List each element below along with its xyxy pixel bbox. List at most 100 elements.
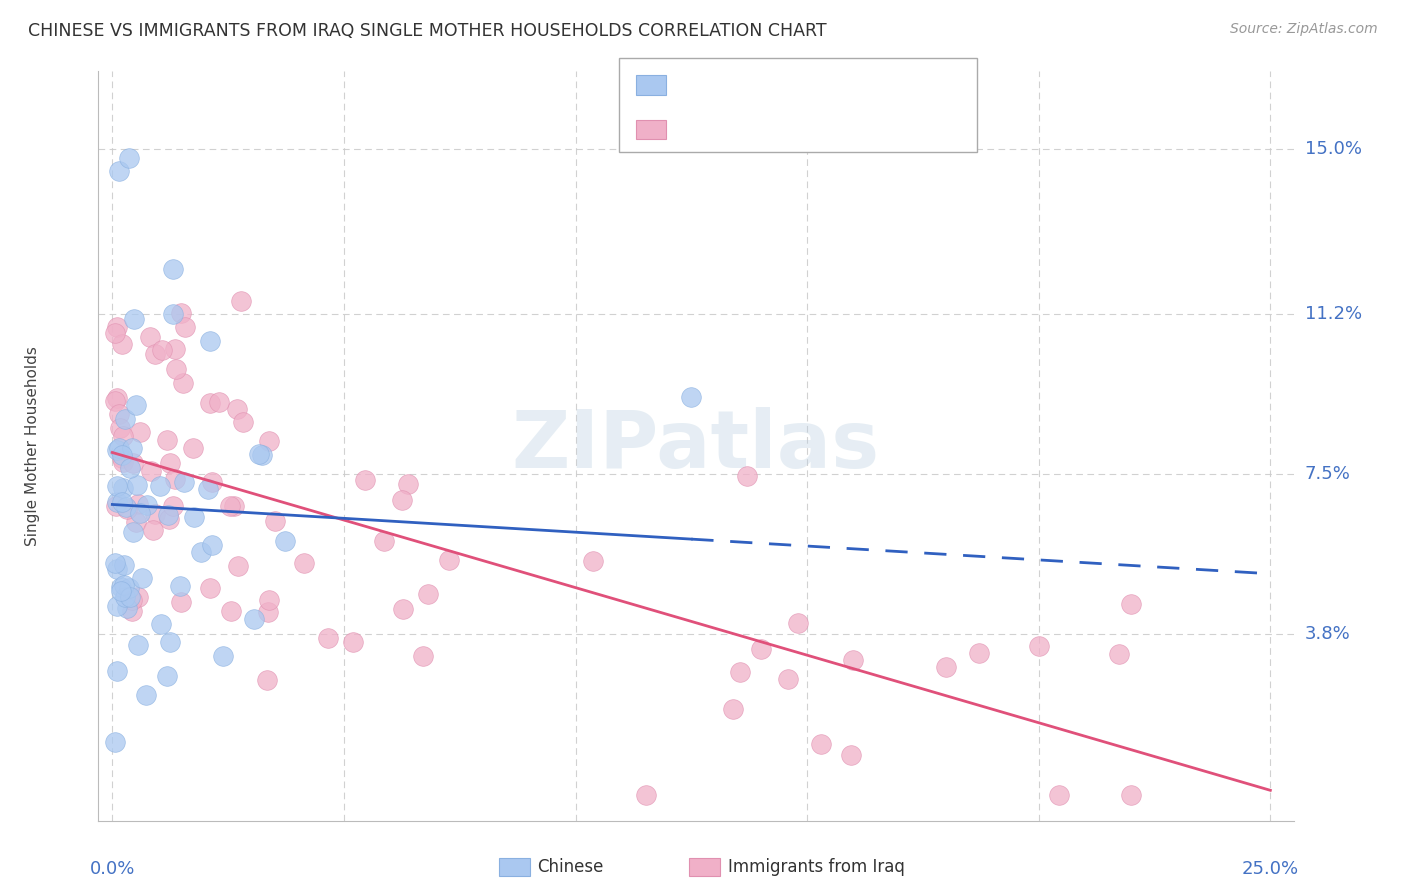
Point [172, 376, 194, 391]
Point [212, 648, 235, 663]
Text: -0.058: -0.058 [713, 76, 772, 94]
Point [139, 329, 162, 343]
Point [418, 587, 440, 601]
Point [257, 606, 280, 620]
Point [162, 499, 184, 513]
Point [391, 492, 413, 507]
Point [162, 262, 184, 277]
Text: 7.5%: 7.5% [1305, 465, 1351, 483]
Point [582, 554, 605, 568]
Point [159, 456, 181, 470]
Point [127, 591, 149, 605]
Point [200, 538, 222, 552]
Text: ZIPatlas: ZIPatlas [512, 407, 880, 485]
Point [135, 498, 157, 512]
Text: 25.0%: 25.0% [1241, 860, 1299, 878]
Point [117, 151, 139, 165]
Point [125, 398, 148, 412]
Point [111, 481, 134, 495]
Point [162, 307, 184, 321]
Text: N =: N = [780, 76, 828, 94]
Point [150, 617, 173, 632]
Point [225, 402, 247, 417]
Point [181, 441, 204, 455]
Text: R =: R = [678, 76, 714, 94]
Point [110, 584, 132, 599]
Point [149, 479, 172, 493]
Point [127, 638, 149, 652]
Point [157, 508, 180, 523]
Point [105, 392, 128, 406]
Point [229, 293, 252, 308]
Point [120, 590, 142, 604]
Point [104, 393, 127, 408]
Point [112, 428, 135, 442]
Point [1121, 597, 1143, 611]
Point [104, 735, 127, 749]
Point [232, 415, 254, 429]
Point [1108, 647, 1130, 661]
Text: 0.0%: 0.0% [90, 860, 135, 878]
Point [150, 343, 173, 357]
Point [107, 442, 129, 456]
Point [145, 346, 167, 360]
Point [163, 472, 186, 486]
Point [197, 482, 219, 496]
Point [1047, 788, 1070, 802]
Point [165, 343, 187, 357]
Point [842, 653, 865, 667]
Point [749, 642, 772, 657]
Point [105, 319, 128, 334]
Point [256, 673, 278, 687]
Point [342, 635, 364, 649]
Point [170, 594, 193, 608]
Point [135, 688, 157, 702]
Point [681, 390, 703, 404]
Point [183, 509, 205, 524]
Point [170, 305, 193, 319]
Point [173, 320, 195, 334]
Point [110, 580, 132, 594]
Point [104, 326, 127, 340]
Point [125, 515, 148, 529]
Text: Single Mother Households: Single Mother Households [25, 346, 41, 546]
Point [114, 500, 136, 514]
Point [787, 615, 810, 630]
Text: R =: R = [678, 120, 714, 138]
Text: 11.2%: 11.2% [1305, 305, 1362, 323]
Point [129, 425, 152, 439]
Point [105, 499, 128, 513]
Point [156, 433, 179, 447]
Point [128, 506, 150, 520]
Point [111, 495, 134, 509]
Point [198, 581, 221, 595]
Text: Source: ZipAtlas.com: Source: ZipAtlas.com [1230, 22, 1378, 37]
Point [165, 361, 187, 376]
Point [208, 394, 231, 409]
Point [159, 635, 181, 649]
Point [105, 443, 128, 458]
Point [730, 665, 752, 680]
Point [247, 447, 270, 461]
Text: N =: N = [780, 120, 828, 138]
Point [257, 593, 280, 607]
Text: -0.334: -0.334 [713, 120, 772, 138]
Point [110, 450, 132, 465]
Point [112, 577, 135, 591]
Point [108, 164, 131, 178]
Point [143, 507, 166, 521]
Point [108, 407, 131, 421]
Point [201, 475, 224, 489]
Text: 15.0%: 15.0% [1305, 140, 1361, 158]
Point [226, 559, 249, 574]
Point [190, 545, 212, 559]
Point [127, 498, 149, 512]
Point [198, 334, 221, 348]
Point [219, 604, 242, 618]
Point [318, 631, 340, 645]
Point [198, 396, 221, 410]
Point [108, 420, 131, 434]
Point [263, 514, 285, 528]
Point [111, 448, 134, 462]
Point [721, 702, 744, 716]
